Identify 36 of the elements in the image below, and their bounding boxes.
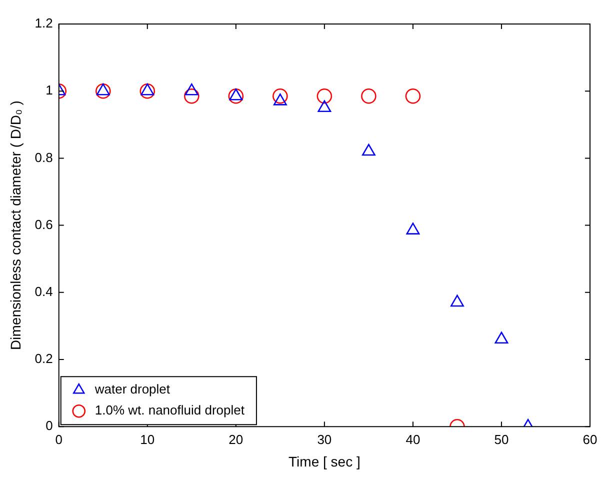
x-tick-label: 50 (494, 432, 509, 447)
point (228, 88, 244, 104)
y-tick-label: 0.4 (34, 284, 53, 299)
point (140, 83, 156, 99)
point (406, 222, 420, 234)
point (450, 294, 464, 307)
x-axis-title: Time [ sec ] (288, 453, 360, 470)
point (272, 88, 288, 104)
y-axis-title: Dimensionless contact diameter ( D/D₀ ) (7, 100, 24, 350)
x-tick-label: 20 (228, 432, 244, 447)
x-tick-label: 0 (55, 432, 62, 447)
x-tick-label: 40 (406, 432, 420, 447)
y-tick-label: 0 (46, 418, 53, 434)
x-tick-label: 60 (582, 432, 598, 447)
point (362, 144, 376, 156)
point (273, 94, 287, 106)
point (229, 88, 243, 100)
y-tick-label: 0.8 (34, 150, 53, 165)
point (316, 88, 332, 104)
y-tick-label: 1.2 (34, 16, 53, 31)
y-tick-label: 1 (46, 82, 53, 98)
x-tick-label: 10 (140, 432, 155, 447)
point (140, 83, 154, 96)
point (95, 83, 111, 99)
point (361, 88, 376, 104)
point (318, 100, 332, 112)
point (405, 88, 421, 104)
x-tick-label: 30 (317, 432, 332, 447)
point (184, 88, 200, 104)
point (494, 332, 508, 344)
legend-label: 1.0% wt. nanofluid droplet (94, 402, 245, 418)
y-tick-label: 0.6 (34, 216, 53, 232)
point (184, 83, 198, 96)
legend-label: water droplet (94, 382, 170, 397)
point (96, 83, 110, 96)
y-tick-label: 0.2 (34, 351, 53, 366)
